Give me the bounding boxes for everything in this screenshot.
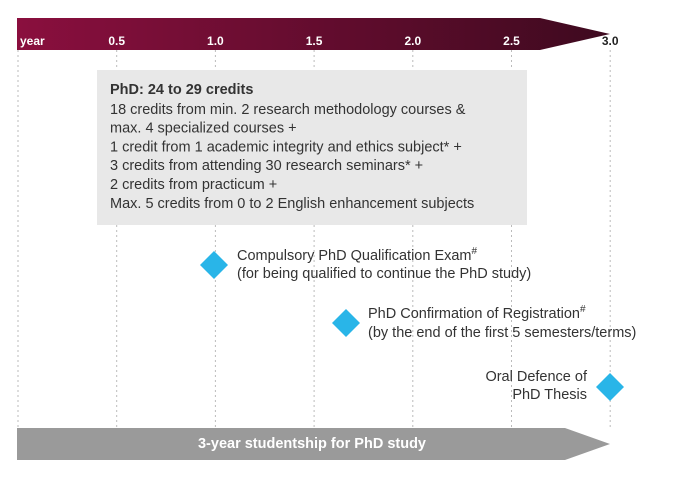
requirement-line: max. 4 specialized courses + <box>110 121 297 137</box>
tick-label: 1.0 <box>207 34 224 48</box>
requirement-line: 2 credits from practicum + <box>110 177 277 193</box>
studentship-label: 3-year studentship for PhD study <box>198 436 426 452</box>
requirements-lines: 18 credits from min. 2 research methodol… <box>110 102 474 212</box>
milestone-note: (for being qualified to continue the PhD… <box>237 266 531 282</box>
requirement-line: 1 credit from 1 academic integrity and e… <box>110 139 462 155</box>
milestone-mark: # <box>580 304 586 315</box>
requirement-line: 18 credits from min. 2 research methodol… <box>110 102 466 118</box>
requirement-line: Max. 5 credits from 0 to 2 English enhan… <box>110 196 474 212</box>
milestone-note: PhD Thesis <box>512 387 587 403</box>
milestone-title: PhD Confirmation of Registration# <box>368 304 586 322</box>
grid-lines <box>17 50 611 428</box>
milestone-diamond <box>200 251 228 279</box>
tick-labels: 0.5 1.0 1.5 2.0 2.5 3.0 <box>108 34 619 48</box>
milestone-diamond <box>596 373 624 401</box>
requirements-box <box>97 70 527 225</box>
timeline-arrow <box>17 18 610 50</box>
milestone-title-text: Compulsory PhD Qualification Exam <box>237 248 472 264</box>
unit-label: year <box>20 34 45 48</box>
milestone-title-text: PhD Confirmation of Registration <box>368 306 580 322</box>
tick-label: 0.5 <box>108 34 125 48</box>
tick-label: 3.0 <box>602 34 619 48</box>
milestone-note: (by the end of the first 5 semesters/ter… <box>368 325 636 341</box>
tick-label: 1.5 <box>306 34 323 48</box>
tick-label: 2.0 <box>404 34 421 48</box>
milestone-mark: # <box>472 246 478 257</box>
requirement-line: 3 credits from attending 30 research sem… <box>110 158 423 174</box>
milestone-title: Oral Defence of <box>485 369 588 385</box>
tick-label: 2.5 <box>503 34 520 48</box>
studentship-arrow <box>17 428 610 460</box>
milestone-diamond <box>332 309 360 337</box>
milestone-title: Compulsory PhD Qualification Exam# <box>237 246 478 264</box>
requirements-title: PhD: 24 to 29 credits <box>110 82 253 98</box>
